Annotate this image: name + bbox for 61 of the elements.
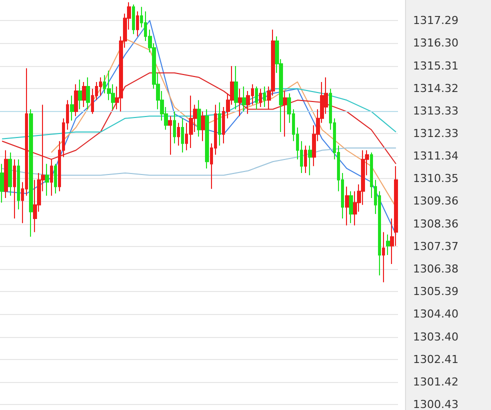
candlestick [136,10,139,37]
candlestick [168,116,172,156]
candlestick [13,158,16,220]
y-tick-label: 1306.38 [413,262,458,276]
y-tick-label: 1300.43 [413,398,458,410]
candlestick [197,100,201,138]
candlestick [238,88,242,117]
candlestick [242,86,246,112]
candlestick [345,186,349,226]
y-tick-label: 1311.34 [413,150,458,163]
line-series [2,20,396,235]
candlestick [70,95,74,122]
line-series [2,88,396,140]
y-tick-label: 1305.39 [413,285,458,298]
candlestick [4,150,8,199]
candlestick [29,108,33,238]
y-tick-label: 1301.42 [413,375,458,388]
y-tick-label: 1312.33 [413,127,458,140]
candlestick [45,163,49,196]
candlestick [263,86,266,108]
candlestick [259,88,262,108]
candlestick [189,95,193,148]
y-tick-label: 1317.29 [413,14,458,28]
candlestick [132,4,135,35]
candlestick [349,190,353,224]
y-tick-label: 1310.35 [413,172,458,186]
candlestick [201,111,205,142]
candlestick [181,118,184,154]
candlestick [82,81,86,108]
y-tick-label: 1309.36 [413,194,458,208]
candlestick [50,158,53,196]
y-tick-label: 1302.41 [413,352,458,366]
y-tick-label: 1303.40 [413,330,458,344]
y-tick-label: 1313.33 [413,104,458,118]
candlestick [8,152,12,196]
candlestick [234,66,238,110]
candlestick [173,111,176,144]
line-series [2,147,396,176]
candlestick [308,145,312,176]
y-tick-label: 1308.36 [413,217,458,230]
y-tick-label: 1316.30 [413,36,458,50]
candlestick [382,232,385,283]
candlestick [78,79,82,110]
line-series [2,72,396,164]
y-tick-label: 1315.31 [413,59,458,72]
candlestick [86,76,90,110]
candlestick [17,158,20,210]
candlestick [218,102,221,146]
candlestick [74,84,78,117]
y-tick-label: 1314.32 [413,82,458,95]
candlestick [283,90,287,138]
candlestick [304,145,307,174]
candlestick [99,76,102,96]
candlestick [386,234,390,256]
candlestick [255,86,258,110]
candlestick [205,108,209,169]
candlestick [0,163,4,204]
y-tick-label: 1307.37 [413,240,458,254]
y-tick-label: 1304.40 [413,308,458,321]
candlestick [177,122,180,146]
candlestick [54,163,57,194]
